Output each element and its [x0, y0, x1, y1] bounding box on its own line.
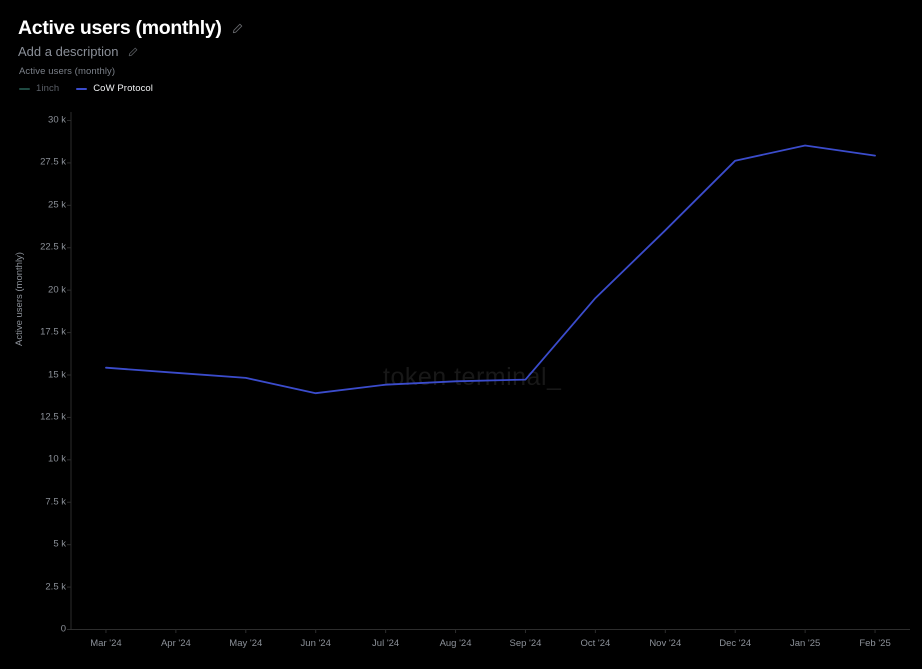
pencil-edit-icon-title[interactable]: [232, 23, 243, 34]
y-tick-label: 22.5 k: [40, 241, 66, 253]
series-line-cow-protocol: [105, 144, 876, 395]
x-tick-label: Dec '24: [719, 638, 752, 649]
y-tick-label: 25 k: [48, 199, 66, 211]
y-tick-label: 7.5 k: [45, 496, 66, 508]
page-title: Active users (monthly): [18, 17, 222, 39]
legend-item-1inch[interactable]: 1inch: [19, 83, 59, 94]
title-row: Active users (monthly): [18, 16, 243, 40]
chart-description[interactable]: Add a description: [18, 44, 119, 59]
legend-label-cow-protocol: CoW Protocol: [93, 83, 154, 94]
x-tick-label: Jan '25: [789, 638, 821, 649]
legend-swatch-cow-protocol: [76, 87, 88, 90]
pencil-edit-icon-description[interactable]: [128, 47, 138, 57]
legend-items: 1inch CoW Protocol: [19, 83, 153, 94]
description-row: Add a description: [18, 43, 243, 60]
chart-legend: Active users (monthly) 1inch CoW Protoco…: [19, 66, 153, 94]
x-tick-label: Mar '24: [90, 638, 122, 649]
x-tick-label: Apr '24: [160, 638, 191, 649]
chart-header: Active users (monthly) Add a description: [18, 16, 243, 60]
y-tick-label: 30 k: [48, 114, 66, 126]
legend-label-1inch: 1inch: [36, 83, 60, 94]
x-tick-label: Oct '24: [580, 638, 611, 649]
x-tick-label: Sep '24: [509, 638, 542, 649]
y-tick-label: 5 k: [53, 538, 66, 550]
y-tick-label: 2.5 k: [45, 581, 66, 593]
x-tick-label: May '24: [229, 638, 263, 649]
y-tick-marks: [67, 120, 71, 630]
y-tick-label: 0: [60, 623, 66, 635]
legend-swatch-1inch: [19, 87, 30, 90]
x-tick-label: Jul '24: [372, 638, 400, 649]
x-tick-label: Jun '24: [300, 638, 331, 649]
x-tick-label: Aug '24: [439, 638, 472, 649]
legend-item-cow-protocol[interactable]: CoW Protocol: [76, 83, 153, 94]
y-tick-label: 10 k: [48, 453, 66, 465]
y-tick-label: 15 k: [48, 369, 66, 380]
x-tick-label: Nov '24: [649, 638, 682, 649]
x-tick-label: Feb '25: [859, 638, 891, 649]
legend-heading: Active users (monthly): [19, 66, 116, 77]
y-tick-label: 27.5 k: [40, 156, 66, 168]
y-tick-label: 12.5 k: [40, 411, 66, 423]
y-tick-label: 20 k: [48, 284, 66, 296]
y-tick-label: 17.5 k: [40, 326, 66, 338]
x-tick-marks: [105, 629, 876, 633]
